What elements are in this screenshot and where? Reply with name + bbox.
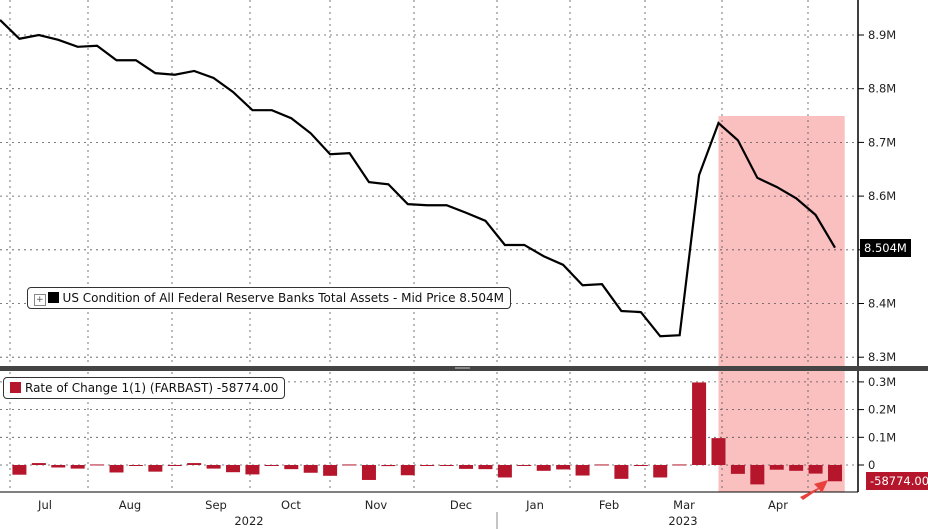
legend-swatch-black [47,292,59,303]
x-tick-label-month: Mar [673,498,695,512]
y-tick-label-top: 8.6M [868,189,896,203]
y-tick-label-bottom: 0.1M [868,430,896,444]
bar [148,465,163,472]
bar [128,465,143,466]
bar [51,465,66,468]
x-tick-label-year: 2023 [668,514,697,528]
x-tick-label-month: Jan [525,498,544,512]
expand-icon[interactable]: + [34,294,46,306]
bar [420,465,435,466]
bar [264,465,279,466]
bar [381,465,396,467]
highlight-region [718,116,845,492]
bar [361,465,376,480]
bar [342,464,357,466]
last-value-total-assets: 8.504M [864,241,907,255]
bar [12,465,27,475]
y-tick-label-top: 8.7M [868,135,896,149]
bar [633,465,648,466]
bar [711,438,726,465]
bar [459,465,474,469]
bar [167,465,182,466]
bar [70,465,85,469]
y-tick-label-bottom: 0 [868,458,875,472]
bar [245,465,260,475]
bar [303,465,318,473]
bar [556,465,571,470]
y-tick-label-top: 8.4M [868,297,896,311]
bar [400,465,415,476]
last-value-rate-of-change: -58774.00 [870,474,928,488]
last-value-tag-rate-of-change: -58774.00 [866,472,928,490]
bar [284,465,299,470]
arrow-icon [800,480,828,500]
bar [439,465,454,466]
bar [692,382,707,465]
bar [828,465,842,482]
bar [323,465,338,476]
bar [31,463,46,465]
x-tick-label-month: Oct [281,498,301,512]
x-tick-label-month: Apr [768,498,788,512]
x-tick-label-month: Aug [119,498,141,512]
bar [789,465,804,471]
bar [730,465,745,474]
bar [750,465,765,485]
legend-label-rate-of-change: Rate of Change 1(1) (FARBAST) -58774.00 [25,381,279,395]
legend-total-assets: + US Condition of All Federal Reserve Ban… [27,287,511,309]
bar [478,465,493,470]
bar [653,465,668,478]
y-tick-label-bottom: 0.2M [868,403,896,417]
bar [90,464,105,466]
bar [536,465,551,471]
bar [187,463,202,465]
y-tick-label-bottom: 0.3M [868,375,896,389]
legend-swatch-red [10,382,21,393]
series-line [0,19,836,338]
bar [594,464,609,466]
x-tick-label-month: Dec [450,498,472,512]
x-tick-label-month: Sep [205,498,227,512]
last-value-tag-total-assets: 8.504M [860,239,911,257]
bar [614,465,629,479]
y-tick-label-top: 8.3M [868,350,896,364]
bar [206,465,221,469]
bar [672,464,687,466]
bar [517,465,532,466]
legend-rate-of-change: Rate of Change 1(1) (FARBAST) -58774.00 [3,377,286,399]
bar [575,465,590,476]
x-tick-label-month: Feb [599,498,619,512]
x-tick-label-month: Nov [365,498,388,512]
bar [808,465,823,474]
bar [497,465,512,478]
legend-label-total-assets: US Condition of All Federal Reserve Bank… [62,291,504,305]
y-tick-label-top: 8.9M [868,28,896,42]
bar [226,465,241,473]
bar [109,465,124,473]
bar [769,465,784,470]
x-tick-label-month: Jul [37,498,52,512]
y-tick-label-top: 8.8M [868,82,896,96]
x-tick-label-year: 2022 [234,514,263,528]
